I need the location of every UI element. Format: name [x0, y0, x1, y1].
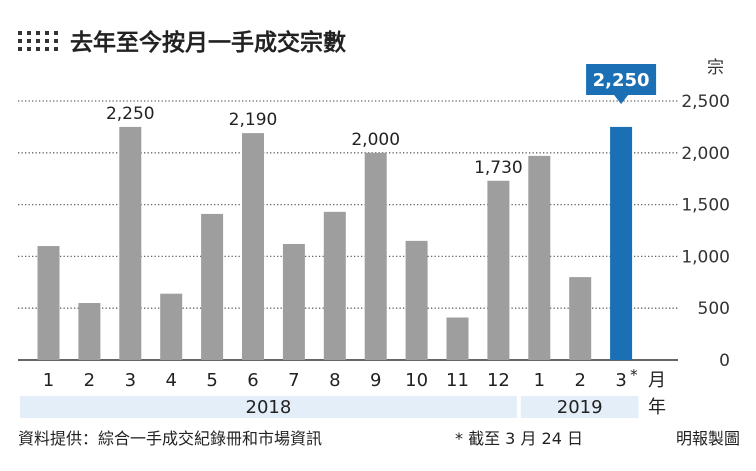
x-unit-label: 月	[648, 370, 666, 391]
bar	[78, 303, 101, 360]
title-dot	[27, 31, 31, 35]
title-dot	[54, 39, 58, 43]
y-tick-label: 1,500	[681, 196, 730, 216]
data-label: 2,190	[229, 110, 278, 130]
bar	[487, 180, 510, 360]
y-tick-label: 0	[719, 351, 730, 371]
chart-title: 去年至今按月一手成交宗數	[70, 29, 346, 56]
data-label: 2,250	[106, 104, 155, 124]
title-dot	[27, 39, 31, 43]
x-tick-label: 12	[487, 370, 510, 391]
x-tick-label: 8	[329, 370, 340, 391]
source-note: 資料提供：綜合一手成交紀錄冊和市場資訊	[18, 429, 322, 448]
title-dot	[18, 31, 22, 35]
callout-box	[586, 64, 657, 95]
bar	[119, 126, 142, 361]
y-unit-label: 宗	[707, 58, 724, 78]
x-tick-label: 1	[534, 370, 545, 391]
y-tick-label: 1,000	[681, 247, 730, 267]
y-tick-label: 500	[698, 299, 730, 319]
year-band	[20, 396, 517, 418]
bar-highlight	[610, 126, 633, 361]
title-dot	[36, 31, 40, 35]
y-tick-labels: 0 500 1,000 1,500 2,000 2,500	[681, 92, 730, 371]
title-dot	[27, 47, 31, 51]
bar	[364, 152, 387, 360]
credit: 明報製圖	[676, 429, 740, 448]
bar	[569, 277, 592, 360]
bar	[282, 243, 305, 360]
bar	[405, 240, 428, 360]
x-tick-label: 10	[405, 370, 428, 391]
title-dot	[54, 47, 58, 51]
bar	[242, 133, 264, 360]
title-dot	[45, 39, 49, 43]
data-labels: 2,250 2,190 2,000 1,730 2,250	[106, 64, 657, 178]
bar	[446, 317, 469, 360]
gridlines	[18, 100, 678, 361]
title-dots	[18, 31, 58, 51]
x-tick-label: 3	[125, 370, 136, 391]
x-tick-label: 3	[615, 370, 626, 391]
bar	[528, 155, 551, 360]
x-tick-label: 11	[446, 370, 469, 391]
bar	[37, 246, 60, 360]
x-tick-label: 2	[84, 370, 95, 391]
x-tick-label: 9	[370, 370, 381, 391]
bars	[37, 126, 633, 361]
x-tick-label: 4	[165, 370, 176, 391]
data-label: 1,730	[474, 158, 523, 178]
year-band	[520, 396, 639, 418]
title-dot	[36, 47, 40, 51]
year-bands: 2018 2019	[20, 396, 639, 418]
year-label: 2018	[246, 397, 292, 418]
title-dot	[18, 39, 22, 43]
title-dot	[36, 39, 40, 43]
x-tick-label: 6	[247, 370, 258, 391]
x-tick-label: 5	[206, 370, 217, 391]
y-tick-label: 2,500	[681, 92, 730, 112]
x-tick-note-marker: *	[630, 366, 638, 384]
year-axis-label: 年	[648, 397, 666, 418]
callout-label: 2,250	[593, 70, 650, 91]
data-label: 2,000	[351, 130, 400, 150]
bar	[323, 211, 346, 360]
title-dot	[54, 31, 58, 35]
x-tick-label: 1	[43, 370, 54, 391]
x-tick-labels: 1 2 3 4 5 6 7 8 9 10 11 12 1 2 3 *	[43, 366, 638, 391]
title-dot	[45, 31, 49, 35]
title-dot	[45, 47, 49, 51]
year-label: 2019	[557, 397, 603, 418]
x-tick-label: 2	[574, 370, 585, 391]
y-tick-label: 2,000	[681, 144, 730, 164]
bar	[201, 213, 224, 360]
callout-pointer	[614, 95, 629, 104]
bar	[160, 293, 183, 360]
date-note: * 截至 3 月 24 日	[455, 429, 583, 448]
x-tick-label: 7	[288, 370, 299, 391]
title-dot	[18, 47, 22, 51]
